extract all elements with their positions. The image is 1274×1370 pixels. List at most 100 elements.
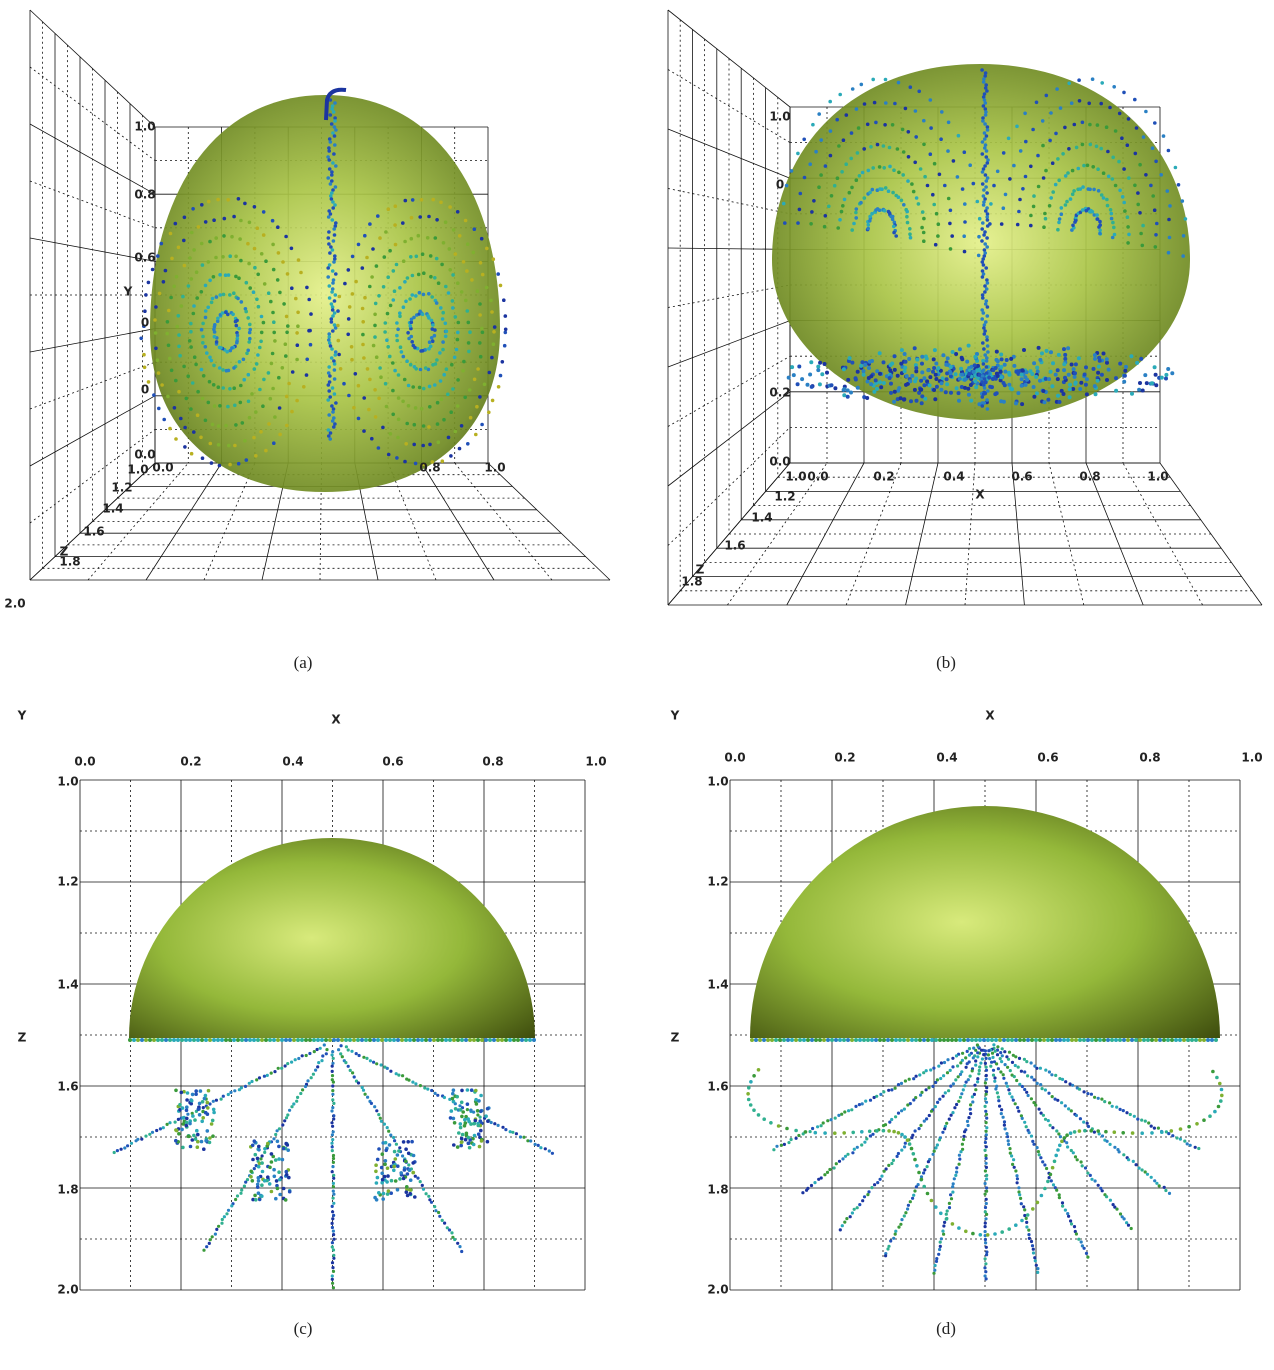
grid-line — [1048, 462, 1085, 606]
particle — [302, 385, 306, 389]
particle — [987, 1049, 991, 1053]
particle — [172, 1038, 176, 1042]
grid-line — [727, 462, 828, 606]
particle — [957, 1099, 961, 1103]
particle — [900, 1109, 904, 1113]
particle — [1074, 1038, 1078, 1042]
particle — [1008, 177, 1012, 181]
particle — [316, 1065, 320, 1069]
particle — [331, 1080, 335, 1084]
particle — [980, 395, 985, 399]
particle — [861, 372, 866, 377]
particle — [286, 1062, 290, 1066]
particle — [123, 1146, 127, 1150]
particle — [775, 1144, 779, 1148]
particle — [951, 1182, 955, 1186]
particle — [887, 1129, 891, 1133]
particle — [451, 1091, 455, 1096]
tick-label: Z — [696, 563, 705, 577]
particle — [958, 1095, 963, 1099]
particle — [201, 1116, 205, 1120]
particle — [459, 424, 464, 428]
particle — [822, 1038, 826, 1042]
particle — [410, 273, 415, 278]
particle — [261, 404, 265, 409]
particle — [1153, 245, 1158, 249]
tick-label: 1.0 — [57, 775, 78, 789]
particle — [413, 461, 418, 466]
particle — [445, 1226, 449, 1230]
particle — [1020, 1116, 1024, 1120]
particle — [1036, 1150, 1040, 1154]
particle — [401, 354, 406, 359]
particle — [1125, 215, 1130, 219]
particle — [1110, 177, 1115, 181]
particle — [922, 1171, 926, 1175]
particle — [1062, 1136, 1067, 1140]
particle — [981, 272, 986, 276]
tick-label: 0.4 — [943, 470, 964, 484]
particle — [1164, 376, 1168, 381]
particle — [472, 227, 477, 231]
particle — [508, 1038, 512, 1042]
particle — [1053, 1097, 1057, 1101]
particle — [1061, 392, 1066, 396]
particle — [1140, 243, 1145, 248]
particle — [458, 1104, 462, 1108]
particle — [890, 1161, 894, 1166]
particle — [1109, 216, 1114, 221]
particle — [1054, 1073, 1058, 1077]
particle — [284, 314, 289, 319]
particle — [875, 386, 879, 391]
particle — [478, 302, 482, 306]
particle — [985, 236, 989, 240]
particle — [360, 306, 365, 311]
particle — [1031, 127, 1035, 132]
droplet-slice — [129, 838, 535, 1038]
particle — [183, 445, 187, 449]
particle — [237, 1088, 241, 1092]
particle — [846, 1038, 850, 1042]
particle — [1105, 203, 1110, 208]
particle — [965, 1049, 969, 1053]
particle — [845, 388, 850, 393]
particle — [874, 120, 878, 125]
particle — [375, 1175, 380, 1180]
particle — [404, 1147, 408, 1151]
particle — [1167, 217, 1171, 222]
particle — [328, 182, 333, 186]
particle — [320, 1038, 324, 1042]
particle — [811, 1126, 815, 1131]
particle — [514, 1132, 519, 1136]
particle — [1044, 93, 1049, 98]
particle — [984, 1270, 988, 1274]
particle — [436, 1093, 440, 1097]
particle — [1112, 85, 1116, 89]
particle — [980, 227, 984, 231]
particle — [1195, 1122, 1199, 1126]
particle — [272, 1167, 276, 1172]
particle — [1000, 1047, 1004, 1051]
particle — [529, 1139, 533, 1143]
particle — [166, 343, 171, 348]
particle — [305, 285, 309, 290]
particle — [444, 329, 449, 334]
particle — [924, 356, 929, 361]
particle — [1038, 1038, 1042, 1042]
particle — [526, 1139, 530, 1143]
particle — [389, 1191, 394, 1195]
particle — [914, 1096, 918, 1100]
particle — [215, 1227, 219, 1231]
particle — [484, 1038, 488, 1042]
particle — [1101, 171, 1106, 175]
particle — [443, 1221, 447, 1225]
particle — [453, 315, 458, 319]
particle — [967, 1116, 971, 1120]
particle — [875, 142, 880, 147]
tick-label: 0.2 — [873, 470, 894, 484]
grid-line — [667, 69, 791, 143]
particle — [416, 1038, 420, 1042]
particle — [1154, 383, 1159, 388]
particle — [466, 1117, 471, 1121]
particle — [420, 312, 425, 317]
